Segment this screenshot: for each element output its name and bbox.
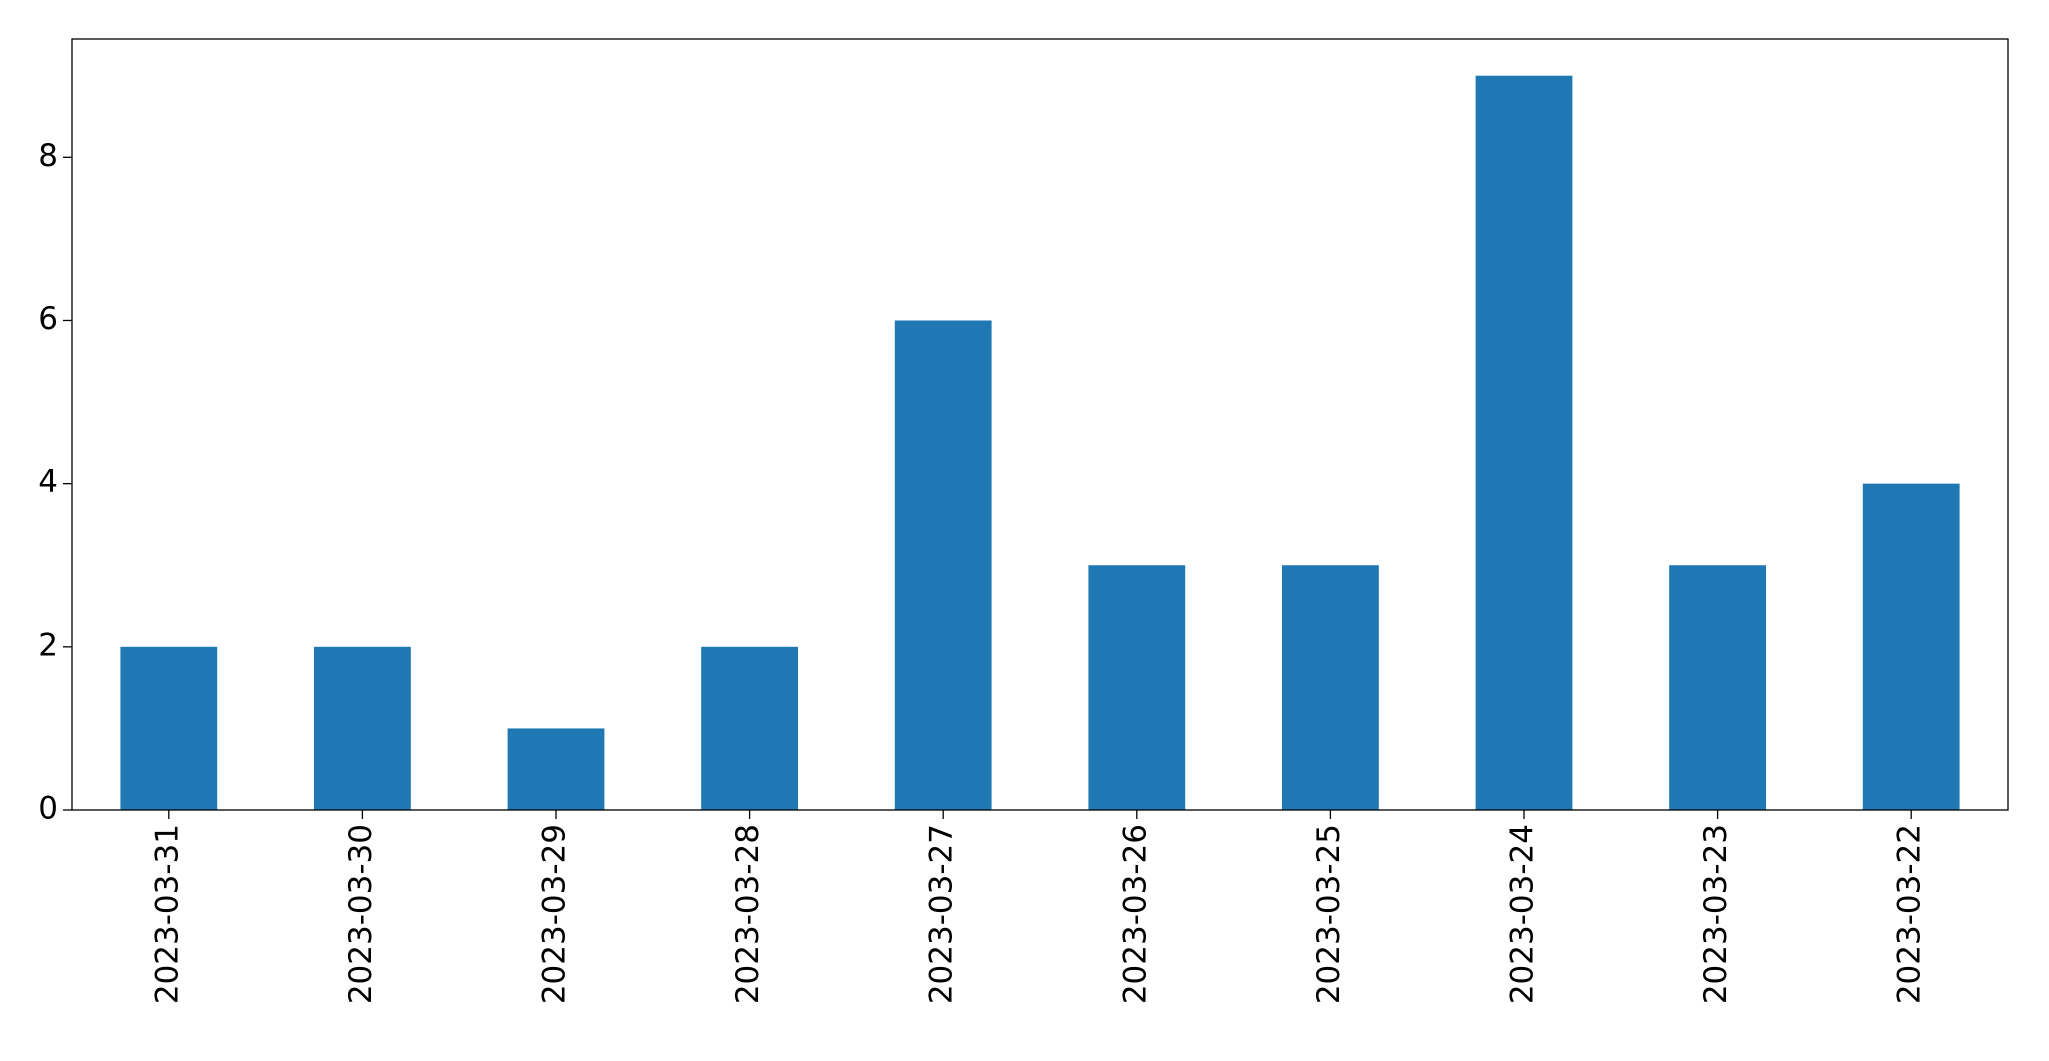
- bar: [894, 320, 992, 810]
- x-tick-label: 2023-03-22: [1892, 824, 1928, 1004]
- x-tick-label: 2023-03-28: [730, 824, 766, 1004]
- bar: [314, 646, 411, 810]
- bar: [1862, 483, 1960, 810]
- y-tick-label: 0: [38, 791, 58, 827]
- bar: [1282, 565, 1379, 810]
- y-tick-label: 6: [38, 301, 58, 337]
- x-tick-label: 2023-03-23: [1698, 824, 1734, 1004]
- x-tick-label: 2023-03-27: [924, 824, 960, 1004]
- y-tick-label: 8: [38, 138, 58, 174]
- y-tick-label: 2: [38, 627, 58, 663]
- bar: [1669, 565, 1766, 810]
- bar: [120, 646, 218, 810]
- bar: [1475, 75, 1573, 810]
- x-tick-label: 2023-03-24: [1505, 824, 1541, 1004]
- x-tick-label: 2023-03-25: [1311, 824, 1347, 1004]
- bar: [507, 728, 605, 810]
- bar: [701, 646, 798, 810]
- bar: [1088, 565, 1186, 810]
- y-tick-label: 4: [38, 464, 58, 500]
- x-tick-label: 2023-03-31: [149, 824, 185, 1004]
- x-tick-label: 2023-03-29: [537, 824, 573, 1004]
- x-tick-label: 2023-03-26: [1117, 824, 1153, 1004]
- x-tick-label: 2023-03-30: [343, 824, 379, 1004]
- plot-frame: [71, 38, 2009, 811]
